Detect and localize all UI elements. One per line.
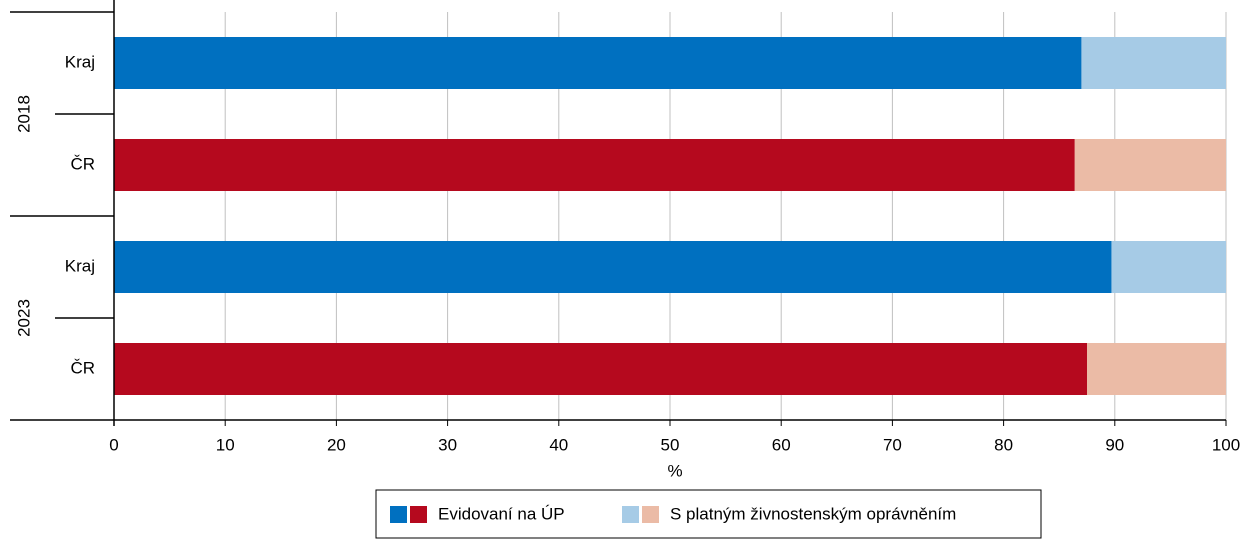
x-tick-label: 60 bbox=[772, 435, 791, 454]
bar-segment bbox=[114, 37, 1082, 89]
bar-segment bbox=[1081, 37, 1226, 89]
legend-label: S platným živnostenským oprávněním bbox=[670, 504, 956, 523]
x-tick-label: 90 bbox=[1105, 435, 1124, 454]
legend-label: Evidovaní na ÚP bbox=[438, 504, 565, 523]
x-tick-label: 20 bbox=[327, 435, 346, 454]
group-label: 2018 bbox=[14, 95, 33, 133]
y-tick-label: Kraj bbox=[65, 52, 95, 71]
bar-segment bbox=[1074, 139, 1226, 191]
x-tick-label: 80 bbox=[994, 435, 1013, 454]
x-tick-label: 30 bbox=[438, 435, 457, 454]
x-tick-label: 100 bbox=[1212, 435, 1240, 454]
group-label: 2023 bbox=[14, 299, 33, 337]
y-tick-label: Kraj bbox=[65, 256, 95, 275]
legend-swatch bbox=[390, 506, 407, 523]
bar-segment bbox=[114, 241, 1112, 293]
x-tick-label: 10 bbox=[216, 435, 235, 454]
y-tick-label: ČR bbox=[70, 154, 95, 173]
x-axis-label: % bbox=[667, 461, 682, 480]
bar-segment bbox=[1111, 241, 1226, 293]
y-tick-label: ČR bbox=[70, 358, 95, 377]
legend-box bbox=[375, 489, 1042, 539]
bar-segment bbox=[114, 343, 1087, 395]
x-tick-label: 70 bbox=[883, 435, 902, 454]
bar-segment bbox=[1087, 343, 1226, 395]
x-tick-label: 40 bbox=[549, 435, 568, 454]
x-tick-label: 50 bbox=[661, 435, 680, 454]
bar-segment bbox=[114, 139, 1075, 191]
x-tick-label: 0 bbox=[109, 435, 118, 454]
legend-swatch bbox=[410, 506, 427, 523]
legend-swatch bbox=[642, 506, 659, 523]
legend-swatch bbox=[622, 506, 639, 523]
